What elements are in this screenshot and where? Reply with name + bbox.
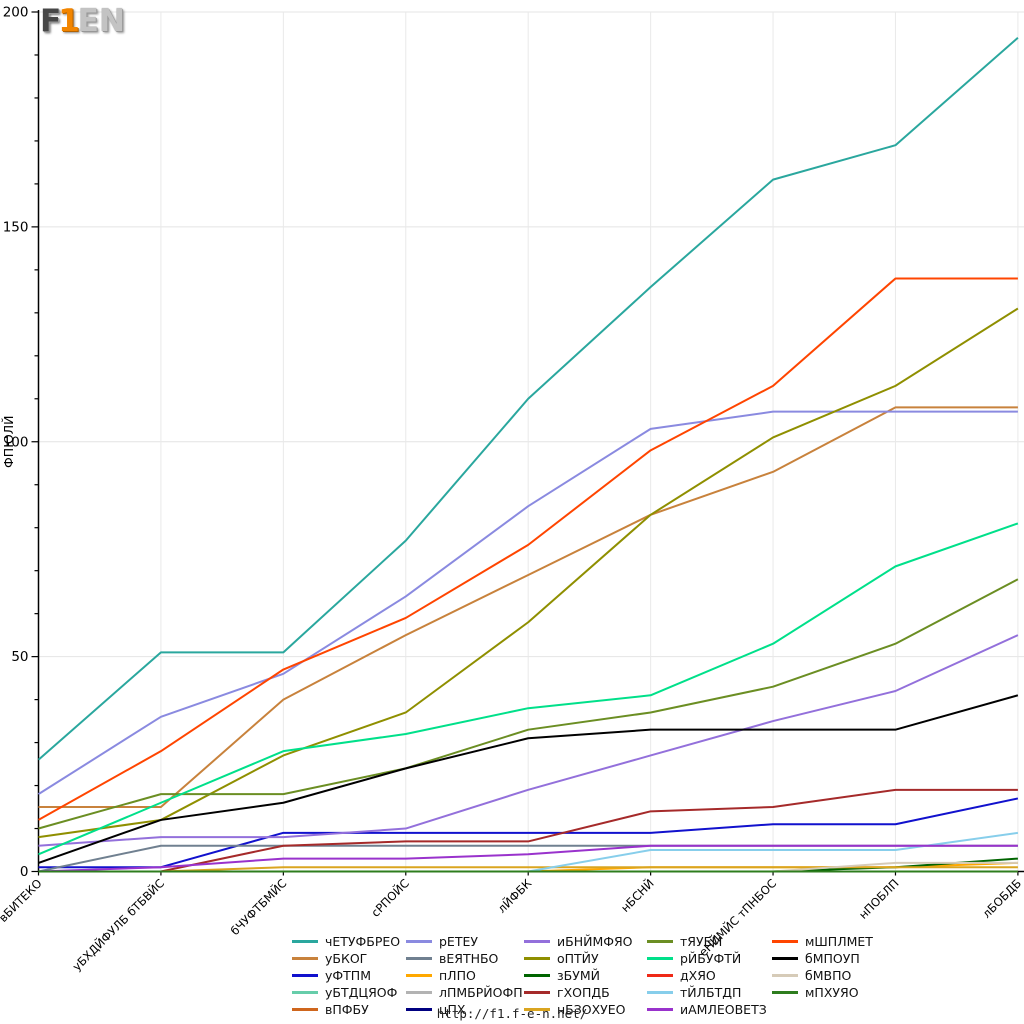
x-tick-label: нБСНЙ [617, 876, 656, 915]
series-line-оПТЙУ [38, 307, 1019, 839]
logo-letters-en: EN [77, 3, 125, 39]
site-url-text: http://f1.f-e-n.net/ [436, 1006, 588, 1021]
series-line-иАМЛЕОВЕТЗ [38, 844, 1018, 873]
x-tick-label: вБИТЕКО [0, 876, 45, 925]
x-tick-label: нПОБЛП [856, 876, 902, 922]
logo-letter-1: 1 [58, 3, 80, 39]
series-line-рЕТЕУ [37, 410, 1018, 795]
y-tick-label: 0 [20, 864, 29, 880]
x-tick-label: уБХДЙФУЛБ бТБВЙС [69, 876, 167, 974]
series-line-уФТПМ [38, 797, 1019, 869]
series-line-чЕТУФБРЕО [37, 37, 1019, 761]
y-tick-label: 200 [3, 5, 29, 21]
x-tick-label: лЙФБК [494, 876, 534, 916]
y-tick-label: 150 [3, 219, 29, 235]
series-line-тЯУЕМ [38, 578, 1019, 830]
x-tick-label: сРПОЙС [368, 876, 412, 920]
series-line-бМПОУП [38, 694, 1019, 864]
series-line-нБЗОХУЕО [38, 866, 1018, 873]
f1en-logo: F1EN [40, 4, 125, 38]
y-tick-label: 50 [11, 649, 28, 665]
y-tick-label: 100 [3, 434, 29, 450]
logo-letter-f: F [40, 3, 62, 39]
series-line-рЙБУФТЙ [38, 522, 1019, 856]
y-axis-title: ФПЮЛЙ [1, 416, 16, 468]
series-line-уБКОГ [38, 406, 1018, 809]
series-line-иБНЙМФЯО [38, 634, 1019, 847]
x-tick-label: еНЙМЙС тПНБОС [695, 876, 779, 960]
series-line-гХОПДБ [38, 788, 1018, 873]
x-tick-label: бЧУФТБМЙС [227, 876, 289, 938]
x-tick-label: лБОБДБ [979, 876, 1024, 921]
series-line-мШПЛМЕТ [38, 277, 1018, 821]
